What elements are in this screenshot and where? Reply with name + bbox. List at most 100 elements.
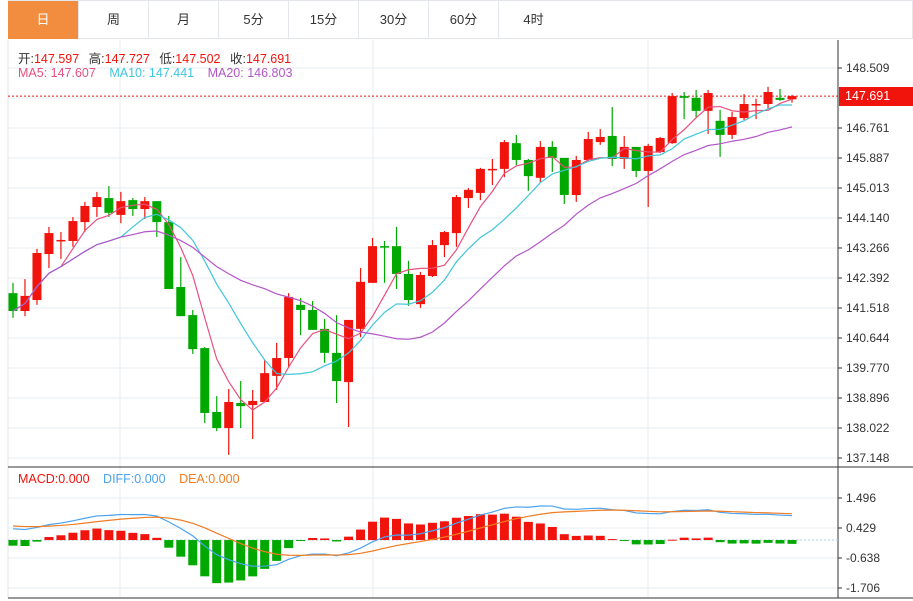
- ma5-value: MA5: 147.607: [18, 66, 96, 80]
- macd-bar: [296, 540, 306, 542]
- close-label: 收:: [229, 52, 246, 66]
- macd-value: MACD:0.000: [18, 472, 90, 486]
- macd-bar: [56, 535, 66, 541]
- candle-up: [284, 296, 294, 359]
- tab-1[interactable]: 周: [78, 1, 148, 39]
- macd-bar: [727, 540, 737, 544]
- period-tabs: 日周月 5分 15分 30分 60分 4时: [8, 0, 913, 39]
- macd-bar: [691, 538, 701, 541]
- macd-bar: [715, 540, 725, 543]
- candle-down: [128, 200, 138, 210]
- macd-bar: [787, 540, 797, 544]
- macd-bar: [320, 538, 330, 541]
- macd-bar: [392, 518, 402, 541]
- candle-up: [224, 401, 234, 429]
- macd-bar: [200, 540, 210, 577]
- price-axis-label: 143.266: [846, 241, 890, 255]
- macd-bar: [176, 540, 186, 557]
- macd-bar: [559, 534, 569, 541]
- candle-down: [8, 293, 18, 312]
- macd-bar: [164, 540, 174, 548]
- candle-up: [643, 145, 653, 171]
- macd-axis-label: -1.706: [846, 581, 880, 595]
- tab-4[interactable]: 15分: [288, 1, 358, 39]
- candle-down: [523, 159, 533, 177]
- macd-axis-label: 1.496: [846, 491, 876, 505]
- candle-up: [344, 319, 354, 383]
- candle-down: [200, 348, 210, 413]
- tab-3[interactable]: 5分: [218, 1, 288, 39]
- macd-bar: [535, 523, 545, 541]
- macd-axis-label: 0.429: [846, 521, 876, 535]
- macd-bar: [751, 540, 761, 544]
- macd-bar: [212, 540, 222, 584]
- candle-up: [499, 142, 509, 169]
- macd-bar: [308, 537, 318, 541]
- ma20-line: [12, 126, 793, 340]
- candle-up: [739, 104, 749, 119]
- macd-bar: [739, 540, 749, 544]
- price-axis-label: 138.022: [846, 421, 890, 435]
- candle-up: [619, 146, 629, 159]
- macd-bar: [403, 523, 413, 541]
- candle-down: [679, 96, 689, 98]
- macd-bar: [332, 540, 342, 542]
- macd-bar: [236, 540, 246, 581]
- candle-down: [164, 222, 174, 290]
- macd-bar: [775, 540, 785, 544]
- tab-0[interactable]: 日: [8, 1, 78, 39]
- ma5-line: [12, 98, 793, 411]
- close-value: 147.691: [245, 52, 292, 66]
- tab-5[interactable]: 30分: [358, 1, 428, 39]
- macd-bar: [116, 530, 126, 541]
- tab-7[interactable]: 4时: [498, 1, 568, 39]
- macd-bar: [499, 513, 509, 541]
- open-label: 开:: [18, 52, 34, 66]
- macd-bar: [763, 540, 773, 543]
- candle-up: [248, 400, 258, 406]
- macd-bar: [703, 537, 713, 541]
- macd-bar: [44, 537, 54, 541]
- macd-bar: [224, 540, 234, 583]
- candle-up: [368, 246, 378, 283]
- candle-up: [751, 104, 761, 106]
- macd-bar: [571, 535, 581, 541]
- macd-bar: [583, 535, 593, 541]
- macd-bar: [523, 521, 533, 541]
- candle-up: [44, 233, 54, 255]
- macd-bar: [475, 514, 485, 541]
- macd-bar: [607, 539, 617, 541]
- candle-up: [595, 136, 605, 143]
- candle-up: [80, 205, 90, 223]
- macd-bar: [140, 534, 150, 541]
- macd-bar: [128, 532, 138, 541]
- macd-bar: [68, 532, 78, 541]
- open-value: 147.597: [33, 52, 80, 66]
- candle-up: [703, 93, 713, 111]
- price-axis-label: 137.148: [846, 451, 890, 465]
- high-label: 高:: [88, 52, 105, 66]
- price-axis-label: 148.509: [846, 61, 890, 75]
- macd-bar: [32, 540, 42, 542]
- tab-6[interactable]: 60分: [428, 1, 498, 39]
- candle-up: [487, 168, 497, 171]
- macd-axis-label: -0.638: [846, 551, 880, 565]
- candle-up: [655, 137, 665, 153]
- ma20-value: MA20: 146.803: [207, 66, 293, 80]
- low-label: 低:: [159, 52, 176, 66]
- candle-up: [260, 373, 270, 402]
- price-axis-label: 138.896: [846, 391, 890, 405]
- macd-bar: [631, 540, 641, 545]
- price-axis-label: 144.140: [846, 211, 890, 225]
- candle-up: [451, 197, 461, 234]
- candle-up: [583, 139, 593, 160]
- candle-up: [475, 168, 485, 193]
- macd-bar: [80, 530, 90, 541]
- macd-bar: [188, 540, 198, 566]
- tab-2[interactable]: 月: [148, 1, 218, 39]
- candle-up: [56, 239, 66, 242]
- dea-value: DEA:0.000: [179, 472, 240, 486]
- candle-down: [403, 273, 413, 301]
- candle-down: [188, 315, 198, 350]
